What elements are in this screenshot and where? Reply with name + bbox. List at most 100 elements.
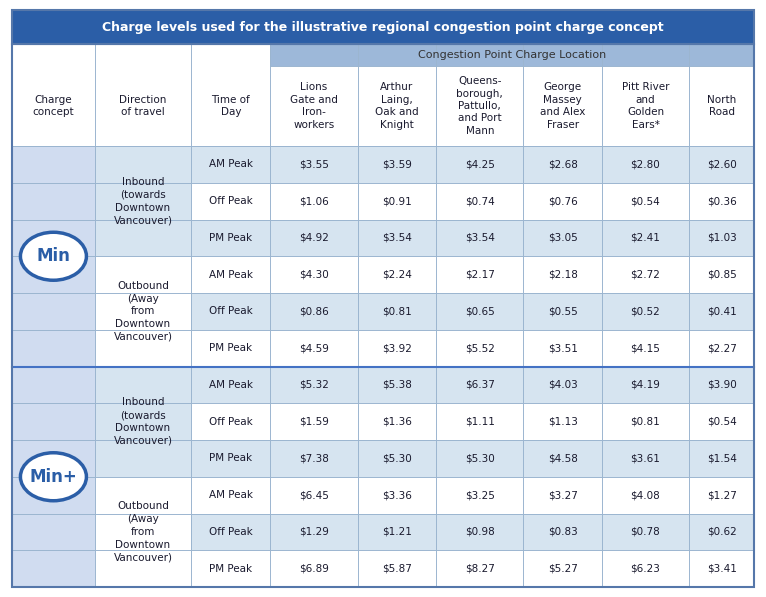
Text: PM Peak: PM Peak	[209, 564, 252, 574]
Bar	[12, 330, 95, 367]
Text: $3.54: $3.54	[382, 233, 412, 243]
Bar	[95, 367, 192, 477]
Text: Min+: Min+	[30, 468, 77, 486]
Text: $3.41: $3.41	[707, 564, 737, 574]
Bar	[12, 10, 754, 44]
Text: $2.41: $2.41	[630, 233, 660, 243]
Text: Direction
of travel: Direction of travel	[119, 95, 167, 117]
Text: $0.98: $0.98	[465, 527, 495, 537]
Text: $0.54: $0.54	[707, 417, 736, 427]
Text: $1.29: $1.29	[300, 527, 329, 537]
Text: $3.61: $3.61	[630, 453, 660, 463]
Text: Arthur
Laing,
Oak and
Knight: Arthur Laing, Oak and Knight	[375, 82, 419, 130]
Text: $4.19: $4.19	[630, 380, 660, 390]
Text: $5.38: $5.38	[382, 380, 412, 390]
Text: AM Peak: AM Peak	[209, 270, 253, 279]
Text: $1.54: $1.54	[707, 453, 737, 463]
Text: $0.41: $0.41	[707, 306, 736, 316]
Text: $0.52: $0.52	[630, 306, 660, 316]
Text: George
Massey
and Alex
Fraser: George Massey and Alex Fraser	[540, 82, 585, 130]
Text: $4.15: $4.15	[630, 343, 660, 353]
Text: $4.25: $4.25	[465, 159, 495, 170]
Text: $0.81: $0.81	[630, 417, 660, 427]
Bar	[95, 256, 192, 367]
Bar	[12, 367, 754, 403]
Text: $5.30: $5.30	[465, 453, 495, 463]
Text: $0.91: $0.91	[382, 196, 412, 206]
Bar	[12, 440, 95, 477]
Text: $2.80: $2.80	[630, 159, 660, 170]
Text: $4.59: $4.59	[300, 343, 329, 353]
Text: $8.27: $8.27	[465, 564, 495, 574]
Text: PM Peak: PM Peak	[209, 233, 252, 243]
Text: $1.03: $1.03	[707, 233, 736, 243]
Bar	[12, 146, 754, 183]
Text: $5.32: $5.32	[300, 380, 329, 390]
Bar	[12, 513, 754, 550]
Text: $7.38: $7.38	[300, 453, 329, 463]
Text: $1.11: $1.11	[465, 417, 495, 427]
Bar	[95, 146, 192, 256]
Text: Queens-
borough,
Pattullo,
and Port
Mann: Queens- borough, Pattullo, and Port Mann	[457, 76, 503, 136]
Bar	[12, 66, 754, 146]
Bar	[12, 220, 754, 256]
Text: $3.05: $3.05	[548, 233, 578, 243]
Text: $1.13: $1.13	[548, 417, 578, 427]
Bar	[12, 146, 95, 183]
Text: $3.92: $3.92	[382, 343, 412, 353]
Text: $3.27: $3.27	[548, 490, 578, 500]
Text: $0.55: $0.55	[548, 306, 578, 316]
Bar	[12, 477, 754, 513]
Text: Pitt River
and
Golden
Ears*: Pitt River and Golden Ears*	[622, 82, 669, 130]
Text: $1.06: $1.06	[300, 196, 329, 206]
Ellipse shape	[21, 453, 87, 501]
Bar	[12, 477, 95, 513]
Text: $0.54: $0.54	[630, 196, 660, 206]
Bar	[12, 256, 754, 293]
Text: $0.74: $0.74	[465, 196, 495, 206]
Bar	[12, 183, 95, 220]
Text: Outbound
(Away
from
Downtown
Vancouver): Outbound (Away from Downtown Vancouver)	[113, 281, 172, 342]
Text: Outbound
(Away
from
Downtown
Vancouver): Outbound (Away from Downtown Vancouver)	[113, 501, 172, 562]
Text: North
Road: North Road	[707, 95, 736, 117]
Text: Min: Min	[37, 247, 70, 265]
Text: $6.37: $6.37	[465, 380, 495, 390]
Text: $0.62: $0.62	[707, 527, 736, 537]
Bar	[12, 367, 95, 403]
Text: $6.23: $6.23	[630, 564, 660, 574]
Text: $4.03: $4.03	[548, 380, 578, 390]
Text: $2.72: $2.72	[630, 270, 660, 279]
Text: Off Peak: Off Peak	[209, 417, 253, 427]
Text: $1.27: $1.27	[707, 490, 737, 500]
Text: AM Peak: AM Peak	[209, 380, 253, 390]
Text: $3.51: $3.51	[548, 343, 578, 353]
Text: Off Peak: Off Peak	[209, 306, 253, 316]
Text: Charge
concept: Charge concept	[33, 95, 74, 117]
Bar	[95, 477, 192, 587]
Text: $5.27: $5.27	[548, 564, 578, 574]
Bar	[12, 293, 754, 330]
Text: $4.30: $4.30	[300, 270, 329, 279]
Text: $3.90: $3.90	[707, 380, 736, 390]
Text: $4.92: $4.92	[300, 233, 329, 243]
Text: $0.36: $0.36	[707, 196, 736, 206]
Text: $2.27: $2.27	[707, 343, 737, 353]
Text: $2.18: $2.18	[548, 270, 578, 279]
Text: $5.30: $5.30	[382, 453, 412, 463]
Text: Lions
Gate and
Iron-
workers: Lions Gate and Iron- workers	[290, 82, 338, 130]
Bar	[12, 183, 754, 220]
Text: $3.25: $3.25	[465, 490, 495, 500]
Bar	[12, 403, 95, 440]
Text: Off Peak: Off Peak	[209, 196, 253, 206]
Bar	[12, 403, 754, 440]
Text: $4.58: $4.58	[548, 453, 578, 463]
Text: $6.89: $6.89	[300, 564, 329, 574]
Text: AM Peak: AM Peak	[209, 490, 253, 500]
Text: $3.55: $3.55	[300, 159, 329, 170]
Text: Inbound
(towards
Downtown
Vancouver): Inbound (towards Downtown Vancouver)	[113, 398, 172, 446]
Text: Time of
Day: Time of Day	[211, 95, 250, 117]
Text: $2.60: $2.60	[707, 159, 736, 170]
Text: $1.21: $1.21	[382, 527, 412, 537]
Bar	[12, 550, 95, 587]
Bar	[12, 44, 270, 66]
